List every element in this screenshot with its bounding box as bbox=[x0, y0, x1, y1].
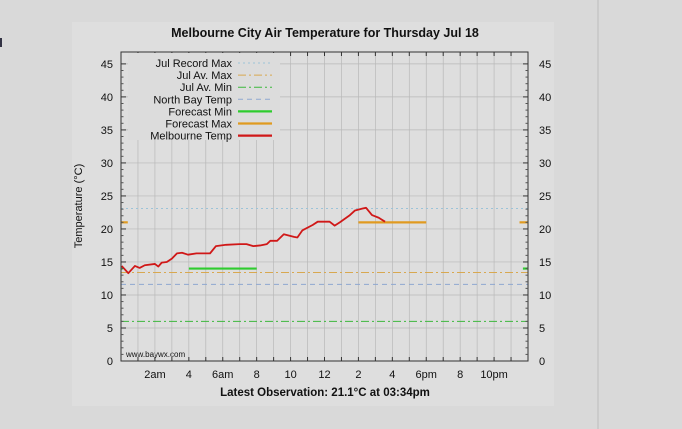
y-tick-label-right: 25 bbox=[539, 191, 551, 203]
y-tick-label-left: 0 bbox=[107, 356, 113, 368]
y-axis-label: Temperature (°C) bbox=[73, 164, 85, 248]
series-line-melbourne-temp bbox=[121, 206, 386, 275]
y-tick-label-left: 20 bbox=[101, 224, 113, 236]
legend-label: Jul Record Max bbox=[156, 58, 233, 70]
legend-box bbox=[128, 53, 280, 140]
x-tick-label: 8 bbox=[457, 369, 463, 381]
x-tick-label: 6am bbox=[212, 369, 233, 381]
chart-title: Melbourne City Air Temperature for Thurs… bbox=[171, 26, 479, 40]
legend-label: Melbourne Temp bbox=[150, 131, 232, 143]
x-tick-label: 10 bbox=[284, 369, 296, 381]
y-tick-label-right: 45 bbox=[539, 59, 551, 71]
edge-marker bbox=[0, 38, 2, 47]
y-tick-label-left: 5 bbox=[107, 323, 113, 335]
page-divider bbox=[597, 0, 599, 429]
y-tick-label-right: 5 bbox=[539, 323, 545, 335]
y-tick-label-right: 40 bbox=[539, 92, 551, 104]
x-tick-label: 12 bbox=[318, 369, 330, 381]
y-tick-label-left: 15 bbox=[101, 257, 113, 269]
x-tick-label: 4 bbox=[186, 369, 192, 381]
legend-label: Forecast Max bbox=[165, 119, 232, 131]
x-tick-label: 6pm bbox=[416, 369, 437, 381]
y-tick-label-right: 30 bbox=[539, 158, 551, 170]
x-tick-label: 10pm bbox=[480, 369, 508, 381]
y-tick-label-left: 10 bbox=[101, 290, 113, 302]
y-tick-label-right: 10 bbox=[539, 290, 551, 302]
y-tick-label-left: 45 bbox=[101, 59, 113, 71]
x-tick-label: 2am bbox=[144, 369, 165, 381]
x-tick-label: 2 bbox=[355, 369, 361, 381]
y-tick-label-left: 40 bbox=[101, 92, 113, 104]
legend-label: Jul Av. Min bbox=[180, 82, 232, 94]
y-tick-label-left: 25 bbox=[101, 191, 113, 203]
y-tick-label-right: 0 bbox=[539, 356, 545, 368]
x-tick-label: 8 bbox=[254, 369, 260, 381]
y-tick-label-left: 30 bbox=[101, 158, 113, 170]
y-tick-label-right: 15 bbox=[539, 257, 551, 269]
y-tick-label-right: 35 bbox=[539, 125, 551, 137]
y-tick-label-left: 35 bbox=[101, 125, 113, 137]
x-axis-label: Latest Observation: 21.1°C at 03:34pm bbox=[220, 387, 430, 399]
legend-label: North Bay Temp bbox=[153, 94, 232, 106]
x-tick-label: 4 bbox=[389, 369, 395, 381]
legend-label: Jul Av. Max bbox=[177, 70, 233, 82]
legend-label: Forecast Min bbox=[168, 106, 232, 118]
y-tick-label-right: 20 bbox=[539, 224, 551, 236]
